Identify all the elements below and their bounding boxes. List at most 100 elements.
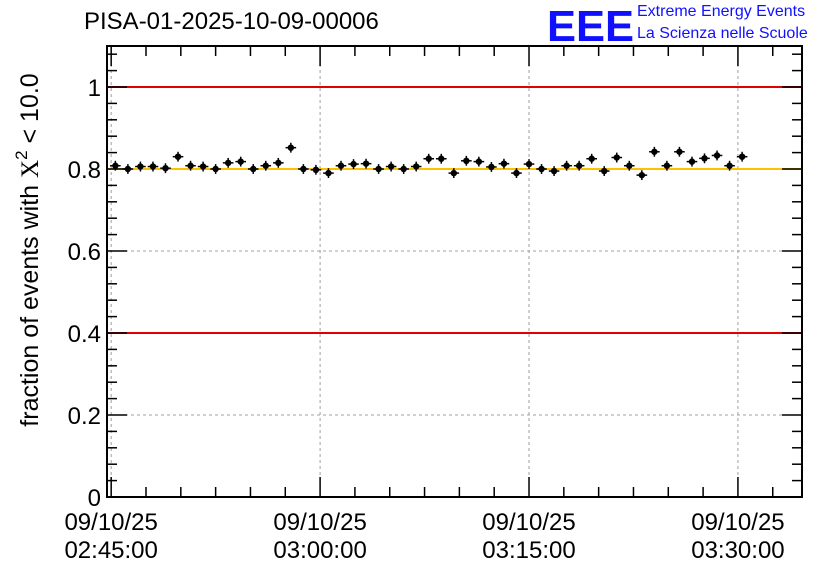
data-point: [172, 151, 184, 162]
x-tick-label-date: 09/10/25: [691, 509, 784, 536]
marker: [538, 165, 545, 173]
data-point: [736, 151, 748, 162]
data-point: [310, 164, 322, 175]
data-point: [222, 157, 234, 168]
marker: [187, 162, 194, 169]
marker: [663, 162, 671, 169]
marker: [463, 157, 470, 164]
marker: [651, 148, 658, 155]
marker: [450, 169, 458, 177]
data-point: [636, 170, 648, 181]
data-point: [699, 153, 710, 164]
data-point: [548, 166, 560, 176]
marker: [162, 164, 169, 172]
marker: [613, 154, 620, 161]
marker: [174, 153, 182, 160]
y-tick-label: 0.6: [68, 239, 101, 266]
marker: [325, 169, 332, 177]
marker: [601, 167, 608, 175]
logo-text: Extreme Energy Events La Scienza nelle S…: [637, 1, 808, 45]
marker: [137, 163, 144, 170]
eee-logo: EEE: [547, 2, 634, 44]
data-point: [235, 156, 246, 167]
y-axis-label-suffix: < 10.0: [16, 73, 44, 150]
marker: [362, 160, 370, 167]
marker: [626, 162, 633, 169]
marker: [438, 155, 445, 162]
marker: [488, 163, 495, 171]
data-point: [360, 158, 372, 169]
data-point: [461, 155, 472, 166]
marker: [500, 160, 508, 167]
x-tick-label: 09/10/25 02:45:00: [64, 509, 157, 564]
marker: [713, 152, 721, 159]
data-point: [674, 146, 685, 157]
plot-title: PISA-01-2025-10-09-00006: [84, 8, 379, 35]
marker: [412, 163, 420, 170]
marker: [212, 165, 219, 173]
data-point: [398, 164, 409, 174]
plot-frame: [106, 45, 803, 498]
data-point: [686, 156, 698, 167]
marker: [701, 155, 708, 162]
data-point: [435, 153, 447, 164]
grid: [107, 46, 802, 497]
data-point: [273, 157, 284, 168]
y-tick-labels: 0 0.2 0.4 0.6 0.8 1: [68, 75, 101, 512]
marker: [550, 167, 558, 175]
marker: [312, 166, 320, 174]
marker: [124, 165, 132, 173]
data-point: [611, 152, 623, 163]
data-point: [385, 161, 397, 172]
data-point: [373, 164, 384, 174]
x-tick-label-time: 03:15:00: [482, 537, 575, 564]
data-point: [197, 161, 209, 172]
x-tick-label: 09/10/25 03:00:00: [273, 509, 366, 564]
data-point: [323, 168, 334, 179]
data-points: [110, 142, 748, 181]
data-point: [147, 161, 159, 172]
data-point: [598, 166, 610, 176]
data-point: [624, 160, 635, 171]
marker: [575, 162, 583, 169]
y-tick-label: 0.2: [68, 403, 101, 430]
marker: [337, 162, 345, 169]
x-tick-labels: 09/10/25 02:45:00 09/10/25 03:00:00 09/10/25…: [64, 509, 784, 564]
data-point: [523, 159, 535, 169]
data-point: [135, 161, 146, 172]
marker: [726, 162, 733, 169]
marker: [588, 155, 595, 162]
x-tick-label: 09/10/25 03:15:00: [482, 509, 575, 564]
marker: [112, 162, 119, 169]
data-point: [724, 160, 735, 171]
data-point: [711, 150, 723, 161]
data-point: [573, 160, 585, 171]
data-point: [335, 160, 347, 171]
data-point: [498, 158, 510, 169]
logo-letters: EEE: [547, 2, 634, 44]
y-tick-label: 0.4: [68, 321, 101, 348]
logo-line-1: Extreme Energy Events: [637, 3, 806, 20]
marker: [525, 160, 533, 168]
marker: [475, 158, 483, 165]
marker: [738, 153, 746, 160]
axis-ticks: [107, 46, 802, 498]
data-point: [586, 153, 597, 164]
y-axis-label-prefix: fraction of events with: [16, 178, 44, 427]
marker: [149, 163, 157, 170]
marker: [400, 165, 407, 173]
data-point: [473, 156, 485, 167]
marker: [224, 159, 232, 167]
y-tick-label: 1: [88, 75, 101, 102]
marker: [350, 160, 357, 168]
data-point: [410, 161, 422, 172]
y-tick-label: 0: [88, 485, 101, 512]
data-point: [536, 164, 547, 174]
data-point: [561, 160, 572, 171]
y-axis-label: fraction of events with X2 < 10.0: [12, 73, 44, 426]
logo-line-2: La Scienza nelle Scuole: [637, 25, 808, 42]
marker: [563, 162, 570, 169]
y-axis-label-exponent: 2: [12, 150, 31, 159]
marker: [287, 144, 295, 151]
data-point: [348, 159, 359, 169]
